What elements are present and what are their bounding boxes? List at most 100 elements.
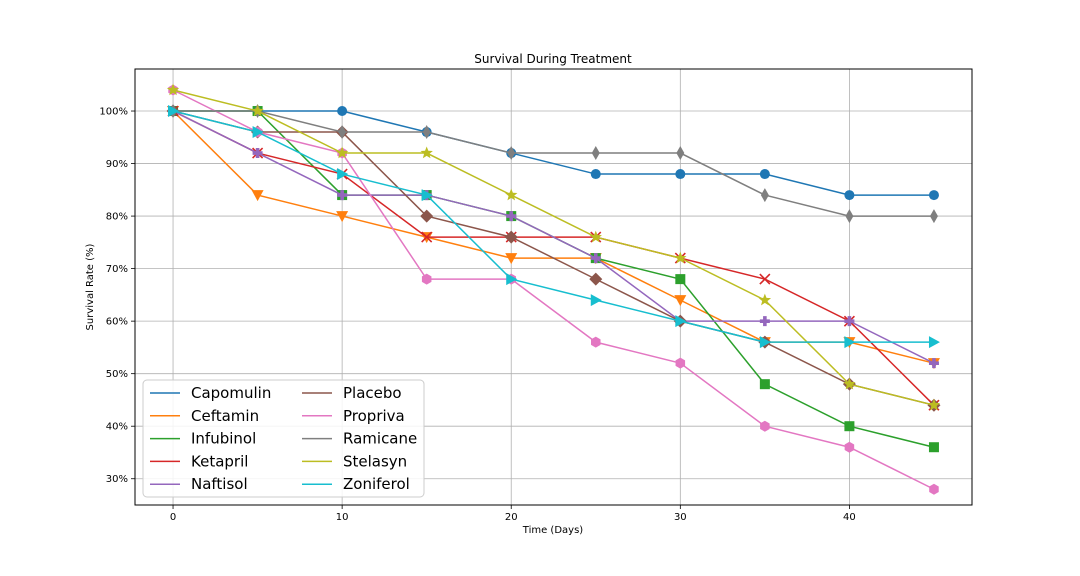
series-line-ramicane (173, 110, 934, 217)
legend-label-placebo: Placebo (343, 384, 402, 402)
data-point-zoniferol (675, 315, 687, 328)
data-point-ramicane (676, 146, 685, 161)
data-point-capomulin (844, 190, 855, 201)
data-point-naftisol (928, 358, 939, 369)
data-point-capomulin (337, 106, 348, 117)
data-point-infubinol (928, 442, 939, 453)
data-point-zoniferol (337, 168, 349, 181)
legend: Capomulin Ceftamin Infubinol Ketapril Naftis… (142, 379, 425, 498)
series-line-propriva (172, 89, 935, 490)
y-tick-label: 90% (106, 159, 128, 170)
data-point-naftisol (506, 211, 517, 222)
y-tick-label: 50% (106, 369, 128, 380)
y-tick-label: 80% (106, 212, 128, 223)
x-tick-label: 40 (843, 512, 856, 523)
chart-title: Survival During Treatment (474, 52, 632, 66)
data-point-stelasyn (420, 146, 433, 159)
data-point-propriva (591, 336, 601, 348)
data-point-ceftamin (251, 190, 264, 202)
series-line-naftisol (172, 110, 935, 364)
legend-box (142, 379, 425, 498)
data-point-zoniferol (759, 336, 771, 349)
data-point-ketapril (759, 273, 771, 285)
data-point-stelasyn (674, 251, 687, 264)
data-point-ramicane (507, 146, 516, 161)
data-point-naftisol (337, 190, 348, 201)
data-point-propriva (675, 357, 686, 369)
legend-label-zoniferol: Zoniferol (343, 475, 410, 493)
legend-label-ceftamin: Ceftamin (191, 407, 259, 425)
data-point-naftisol (590, 253, 601, 264)
data-point-stelasyn (505, 188, 518, 201)
data-point-ceftamin (505, 253, 518, 265)
legend-label-infubinol: Infubinol (191, 430, 256, 448)
series-propriva (168, 84, 939, 495)
data-point-ramicane (845, 209, 854, 224)
data-point-naftisol (252, 148, 263, 159)
data-point-infubinol (759, 379, 770, 390)
data-point-naftisol (759, 316, 770, 327)
y-tick-label: 70% (106, 264, 128, 275)
data-point-propriva (421, 273, 432, 285)
series-ramicane (169, 104, 938, 224)
x-tick-label: 10 (336, 512, 349, 523)
legend-label-capomulin: Capomulin (191, 384, 271, 402)
data-point-stelasyn (589, 230, 602, 243)
data-point-stelasyn (166, 83, 180, 96)
data-point-capomulin (759, 169, 770, 180)
series-zoniferol (168, 105, 940, 349)
series-line-capomulin (173, 110, 934, 196)
data-point-ramicane (929, 209, 938, 224)
y-tick-label: 30% (106, 474, 128, 485)
data-point-ceftamin (336, 211, 349, 223)
legend-label-ketapril: Ketapril (191, 452, 248, 470)
x-tick-label: 20 (505, 512, 518, 523)
data-point-stelasyn (758, 293, 772, 306)
data-point-zoniferol (168, 105, 180, 118)
data-point-placebo (589, 272, 603, 286)
data-point-ramicane (422, 125, 431, 140)
data-point-placebo (420, 209, 434, 223)
legend-label-ramicane: Ramicane (343, 430, 417, 448)
data-point-propriva (760, 420, 770, 432)
x-tick-label: 30 (674, 512, 687, 523)
data-point-ceftamin (674, 295, 687, 307)
data-point-placebo (504, 230, 518, 244)
y-tick-label: 40% (106, 422, 128, 433)
data-point-ramicane (591, 146, 600, 161)
data-point-capomulin (928, 190, 939, 201)
legend-label-naftisol: Naftisol (191, 475, 248, 493)
plot-frame (134, 68, 973, 506)
y-tick-label: 100% (99, 107, 128, 118)
data-point-stelasyn (843, 377, 856, 390)
series-line-zoniferol (172, 110, 934, 343)
data-point-stelasyn (927, 398, 941, 411)
data-point-ketapril (421, 231, 433, 243)
legend-label-stelasyn: Stelasyn (343, 452, 407, 470)
data-point-zoniferol (252, 126, 264, 139)
data-point-zoniferol (928, 336, 940, 349)
series-layer (166, 83, 941, 495)
y-axis-label: Survival Rate (%) (85, 243, 96, 330)
data-point-zoniferol (506, 273, 518, 286)
data-point-capomulin (590, 169, 601, 180)
data-point-infubinol (675, 274, 686, 285)
data-point-naftisol (844, 316, 855, 327)
data-point-capomulin (675, 169, 686, 180)
data-point-zoniferol (590, 294, 602, 307)
x-tick-label: 0 (170, 512, 176, 523)
x-axis-label: Time (Days) (522, 525, 584, 536)
data-point-propriva (844, 441, 855, 453)
data-point-zoniferol (421, 189, 433, 202)
data-point-propriva (929, 483, 939, 495)
tick-layer: 0 10 20 30 40 30% 40% 50% 60% 70% 80% 90% 100% (99, 107, 855, 523)
data-point-stelasyn (335, 146, 349, 159)
y-tick-label: 60% (106, 317, 128, 328)
data-point-zoniferol (844, 336, 856, 349)
legend-label-propriva: Propriva (343, 407, 405, 425)
data-point-stelasyn (251, 104, 264, 117)
data-point-ramicane (338, 125, 347, 140)
data-point-ramicane (760, 188, 769, 203)
data-point-infubinol (844, 421, 855, 432)
